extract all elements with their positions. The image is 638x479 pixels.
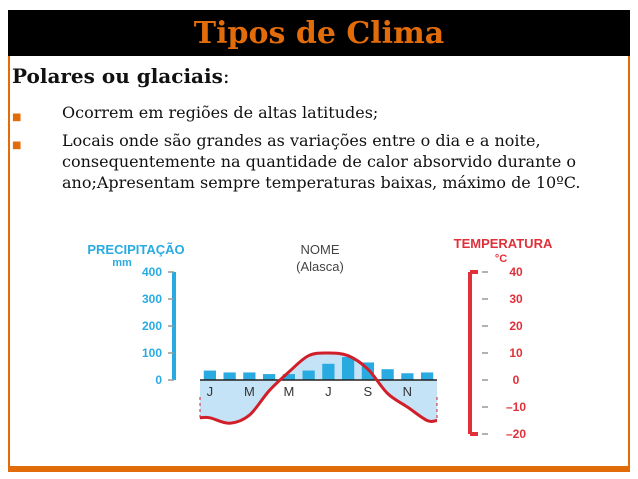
precip-bar (342, 357, 355, 380)
temp-tick-label: –10 (506, 400, 526, 414)
precip-bar (381, 369, 394, 380)
precip-tick-label: 400 (142, 265, 162, 279)
slide-title: Tipos de Clima (193, 15, 445, 51)
precip-tick-label: 300 (142, 292, 162, 306)
precip-bar (263, 374, 276, 380)
right-border (628, 56, 630, 466)
heading-colon: : (222, 64, 230, 88)
chart-subtitle: (Alasca) (296, 259, 344, 274)
section-heading: Polares ou glaciais: (12, 64, 230, 88)
temp-tick-label: 40 (509, 265, 523, 279)
month-label: J (207, 384, 214, 399)
month-label: J (325, 384, 332, 399)
precip-bar (401, 373, 414, 380)
temperature-line (199, 351, 438, 425)
chart-title: NOME (301, 242, 340, 257)
precip-axis-label: PRECIPITAÇÃO (87, 242, 184, 257)
bullet-list: ■ Ocorrem em regiões de altas latitudes;… (12, 102, 624, 195)
bullet-text: Locais onde são grandes as variações ent… (62, 131, 581, 192)
bullet-text: Ocorrem em regiões de altas latitudes; (62, 103, 379, 122)
precip-bar (302, 370, 315, 380)
precip-bar (203, 370, 216, 380)
precip-bar (243, 372, 256, 380)
month-label: M (283, 384, 294, 399)
temp-tick-label: 30 (509, 292, 523, 306)
month-label: N (403, 384, 412, 399)
precip-bar (421, 372, 434, 380)
precip-axis-unit: mm (112, 257, 132, 269)
month-label: S (364, 384, 373, 399)
month-label: M (244, 384, 255, 399)
temp-tick-label: –20 (506, 427, 526, 441)
square-bullet-icon: ■ (12, 140, 22, 151)
climograph-chart: PRECIPITAÇÃO mm NOME (Alasca) TEMPERATUR… (87, 236, 553, 441)
temp-axis-label: TEMPERATURA (454, 236, 553, 251)
precip-tick-label: 100 (142, 346, 162, 360)
temp-tick-label: 0 (513, 373, 520, 387)
bullet-item: ■ Ocorrem em regiões de altas latitudes; (12, 102, 624, 128)
left-border (8, 56, 10, 466)
square-bullet-icon: ■ (12, 112, 22, 123)
heading-text: Polares ou glaciais (12, 64, 223, 88)
precip-bar (322, 363, 335, 380)
deficit-area (200, 352, 437, 424)
precip-bar (282, 374, 295, 380)
temp-tick-label: 10 (509, 346, 523, 360)
temp-tick-label: 20 (509, 319, 523, 333)
precip-tick-label: 200 (142, 319, 162, 333)
temp-axis-unit: °C (495, 253, 507, 265)
bottom-border (8, 466, 630, 472)
title-bar: Tipos de Clima (8, 10, 630, 56)
precip-tick-label: 0 (155, 373, 162, 387)
precip-bar (223, 372, 236, 380)
bullet-item: ■ Locais onde são grandes as variações e… (12, 130, 624, 193)
